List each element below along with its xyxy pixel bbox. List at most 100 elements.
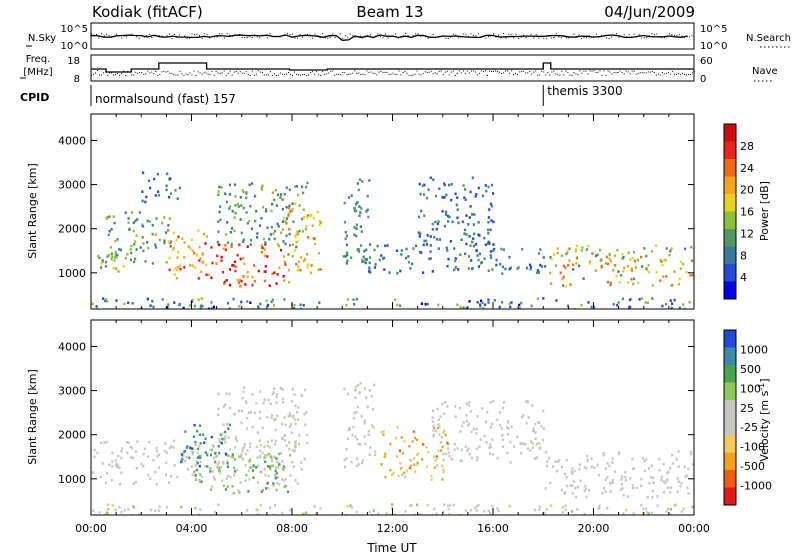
nave-point <box>446 70 448 72</box>
data-cell <box>290 423 293 426</box>
data-cell <box>487 298 490 302</box>
nsearch-point <box>580 38 582 39</box>
nsearch-point <box>322 33 324 34</box>
data-cell <box>549 481 552 485</box>
data-cell <box>567 263 570 267</box>
data-cell <box>364 261 367 265</box>
data-cell <box>278 483 281 486</box>
data-cell <box>645 458 648 461</box>
data-cell <box>345 304 348 307</box>
data-cell <box>264 460 267 464</box>
data-cell <box>165 261 168 264</box>
data-cell <box>430 478 433 481</box>
data-cell <box>191 249 194 253</box>
nave-point <box>247 74 249 76</box>
data-cell <box>479 303 482 307</box>
data-cell <box>157 194 161 197</box>
nsearch-point <box>641 37 643 39</box>
data-cell <box>298 229 301 233</box>
data-cell <box>168 256 171 260</box>
data-cell <box>195 468 199 472</box>
y-tick-label: 1000 <box>58 267 86 280</box>
nsearch-point <box>523 34 525 36</box>
data-cell <box>255 466 258 469</box>
nsearch-point <box>327 37 329 39</box>
nsearch-point <box>603 35 605 37</box>
nave-point <box>159 73 161 75</box>
data-cell <box>596 253 599 257</box>
nsearch-point <box>570 36 572 38</box>
data-cell <box>276 222 279 226</box>
data-cell <box>454 266 457 269</box>
data-cell <box>267 465 270 468</box>
data-cell <box>556 251 559 255</box>
data-cell <box>158 505 161 509</box>
data-cell <box>394 298 397 301</box>
data-cell <box>489 228 492 232</box>
data-cell <box>432 433 435 437</box>
nsearch-point <box>387 37 389 39</box>
nsearch-point <box>405 33 407 34</box>
data-cell <box>230 242 233 246</box>
colorbar-swatch <box>724 487 736 506</box>
data-cell <box>435 455 438 458</box>
data-cell <box>429 250 432 253</box>
data-cell <box>432 178 435 181</box>
data-cell <box>287 414 290 418</box>
nsearch-point <box>354 36 356 38</box>
data-cell <box>225 279 228 282</box>
nave-point <box>541 70 543 72</box>
data-cell <box>251 469 255 472</box>
data-cell <box>163 216 166 219</box>
nsearch-point <box>261 34 263 36</box>
data-cell <box>531 404 534 407</box>
nave-point <box>267 74 269 76</box>
data-cell <box>370 424 373 427</box>
data-cell <box>628 298 631 302</box>
data-cell <box>255 209 258 213</box>
data-cell <box>282 275 285 278</box>
data-cell <box>218 243 221 247</box>
data-cell <box>614 470 617 473</box>
data-cell <box>353 209 357 213</box>
data-cell <box>204 437 207 441</box>
nsearch-trace <box>91 33 693 39</box>
data-cell <box>138 211 141 214</box>
data-cell <box>487 232 490 235</box>
data-cell <box>413 430 417 434</box>
data-cell <box>105 216 108 220</box>
data-cell <box>414 244 418 248</box>
nave-point <box>205 72 207 74</box>
data-cell <box>422 443 425 446</box>
data-cell <box>157 190 160 193</box>
data-cell <box>472 223 475 226</box>
data-cell <box>147 473 150 477</box>
nsearch-point <box>455 34 457 36</box>
data-cell <box>475 432 478 435</box>
data-cell <box>253 264 256 267</box>
nave-point <box>175 74 177 76</box>
data-cell <box>244 479 247 482</box>
data-cell <box>156 172 159 176</box>
data-cell <box>431 228 434 231</box>
data-cell <box>416 438 419 442</box>
data-cell <box>267 474 270 478</box>
nsearch-point <box>553 37 555 38</box>
data-cell <box>689 450 693 454</box>
data-cell <box>457 221 460 225</box>
nave-point <box>659 74 661 76</box>
data-cell <box>276 273 279 276</box>
data-cell <box>453 247 456 250</box>
data-cell <box>167 303 170 306</box>
data-cell <box>437 449 440 453</box>
data-cell <box>201 252 204 255</box>
data-cell <box>632 282 635 286</box>
data-cell <box>426 302 429 306</box>
data-cell <box>590 305 593 309</box>
data-cell <box>680 510 683 513</box>
data-cell <box>315 512 318 515</box>
data-cell <box>395 437 398 440</box>
nsearch-point <box>488 36 489 38</box>
data-cell <box>224 244 227 247</box>
data-cell <box>231 209 234 213</box>
